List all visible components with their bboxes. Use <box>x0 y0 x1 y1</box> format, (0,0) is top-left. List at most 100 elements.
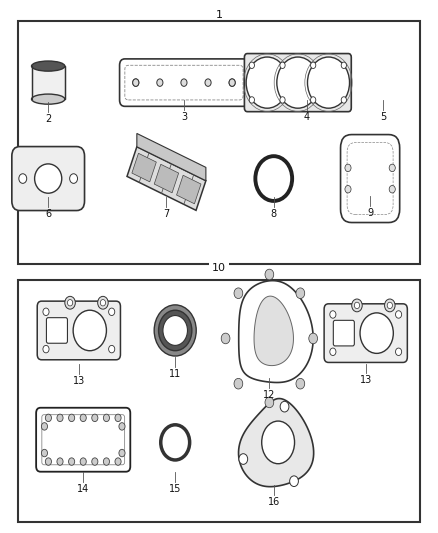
Circle shape <box>360 313 393 353</box>
Polygon shape <box>127 147 206 211</box>
Polygon shape <box>239 399 314 487</box>
Circle shape <box>341 97 346 103</box>
Circle shape <box>239 454 247 464</box>
Circle shape <box>280 62 285 68</box>
Text: 6: 6 <box>45 209 51 219</box>
Circle shape <box>100 300 106 306</box>
FancyBboxPatch shape <box>333 320 354 346</box>
Ellipse shape <box>32 94 65 104</box>
Circle shape <box>387 302 392 309</box>
Circle shape <box>296 378 305 389</box>
Circle shape <box>330 311 336 318</box>
Circle shape <box>255 156 292 201</box>
Text: 15: 15 <box>169 484 181 494</box>
Circle shape <box>307 57 350 108</box>
Text: 10: 10 <box>212 263 226 272</box>
FancyBboxPatch shape <box>42 415 124 465</box>
Circle shape <box>330 348 336 356</box>
Text: 2: 2 <box>45 114 51 124</box>
Bar <box>18 280 420 522</box>
Circle shape <box>157 79 163 86</box>
FancyBboxPatch shape <box>46 318 67 343</box>
Circle shape <box>311 62 316 68</box>
Circle shape <box>92 458 98 465</box>
Circle shape <box>341 62 346 68</box>
Circle shape <box>103 414 110 422</box>
Circle shape <box>234 288 243 298</box>
Circle shape <box>345 185 351 193</box>
Circle shape <box>43 308 49 316</box>
Circle shape <box>46 458 52 465</box>
Circle shape <box>229 79 235 86</box>
FancyBboxPatch shape <box>244 54 351 112</box>
Text: 13: 13 <box>73 376 85 386</box>
Circle shape <box>154 305 196 356</box>
Circle shape <box>80 458 86 465</box>
Circle shape <box>396 348 402 356</box>
Circle shape <box>41 423 47 430</box>
Polygon shape <box>137 133 206 181</box>
Circle shape <box>290 476 298 487</box>
Circle shape <box>389 185 395 193</box>
Text: 14: 14 <box>77 484 89 494</box>
Text: 3: 3 <box>181 112 187 122</box>
FancyBboxPatch shape <box>36 408 131 472</box>
Circle shape <box>309 333 318 344</box>
Circle shape <box>280 401 289 412</box>
Circle shape <box>345 164 351 172</box>
Text: 1: 1 <box>215 10 223 20</box>
Circle shape <box>385 299 395 312</box>
Circle shape <box>119 423 125 430</box>
Circle shape <box>46 414 52 422</box>
Circle shape <box>103 458 110 465</box>
Circle shape <box>67 300 73 306</box>
Circle shape <box>68 458 74 465</box>
Circle shape <box>92 414 98 422</box>
Circle shape <box>389 164 395 172</box>
Text: 9: 9 <box>367 208 373 218</box>
Circle shape <box>354 302 360 309</box>
Ellipse shape <box>32 61 65 71</box>
Text: 13: 13 <box>360 375 372 385</box>
Bar <box>32 66 65 99</box>
Circle shape <box>133 79 139 86</box>
Text: 4: 4 <box>304 112 310 122</box>
Circle shape <box>119 449 125 457</box>
Circle shape <box>41 449 47 457</box>
Circle shape <box>246 57 288 108</box>
Circle shape <box>249 62 254 68</box>
FancyBboxPatch shape <box>340 134 399 223</box>
Circle shape <box>265 269 274 280</box>
Circle shape <box>234 378 243 389</box>
Circle shape <box>133 79 139 86</box>
Circle shape <box>98 296 108 309</box>
Circle shape <box>43 345 49 353</box>
Polygon shape <box>254 296 293 366</box>
Circle shape <box>68 414 74 422</box>
Circle shape <box>161 425 190 460</box>
Text: 8: 8 <box>271 209 277 219</box>
Circle shape <box>205 79 211 86</box>
Circle shape <box>265 397 274 408</box>
FancyBboxPatch shape <box>324 304 407 362</box>
Polygon shape <box>239 281 313 383</box>
Polygon shape <box>154 164 179 193</box>
Circle shape <box>249 97 254 103</box>
Circle shape <box>65 296 75 309</box>
Circle shape <box>277 57 319 108</box>
Circle shape <box>19 174 27 183</box>
FancyBboxPatch shape <box>347 142 393 214</box>
Ellipse shape <box>35 164 62 193</box>
Circle shape <box>115 458 121 465</box>
Text: 12: 12 <box>263 390 276 400</box>
Polygon shape <box>132 154 156 182</box>
Circle shape <box>159 310 192 351</box>
Circle shape <box>57 414 63 422</box>
Circle shape <box>109 308 115 316</box>
Circle shape <box>396 311 402 318</box>
Bar <box>18 21 420 264</box>
Circle shape <box>280 97 285 103</box>
Circle shape <box>229 79 235 86</box>
Circle shape <box>296 288 305 298</box>
Circle shape <box>70 174 78 183</box>
